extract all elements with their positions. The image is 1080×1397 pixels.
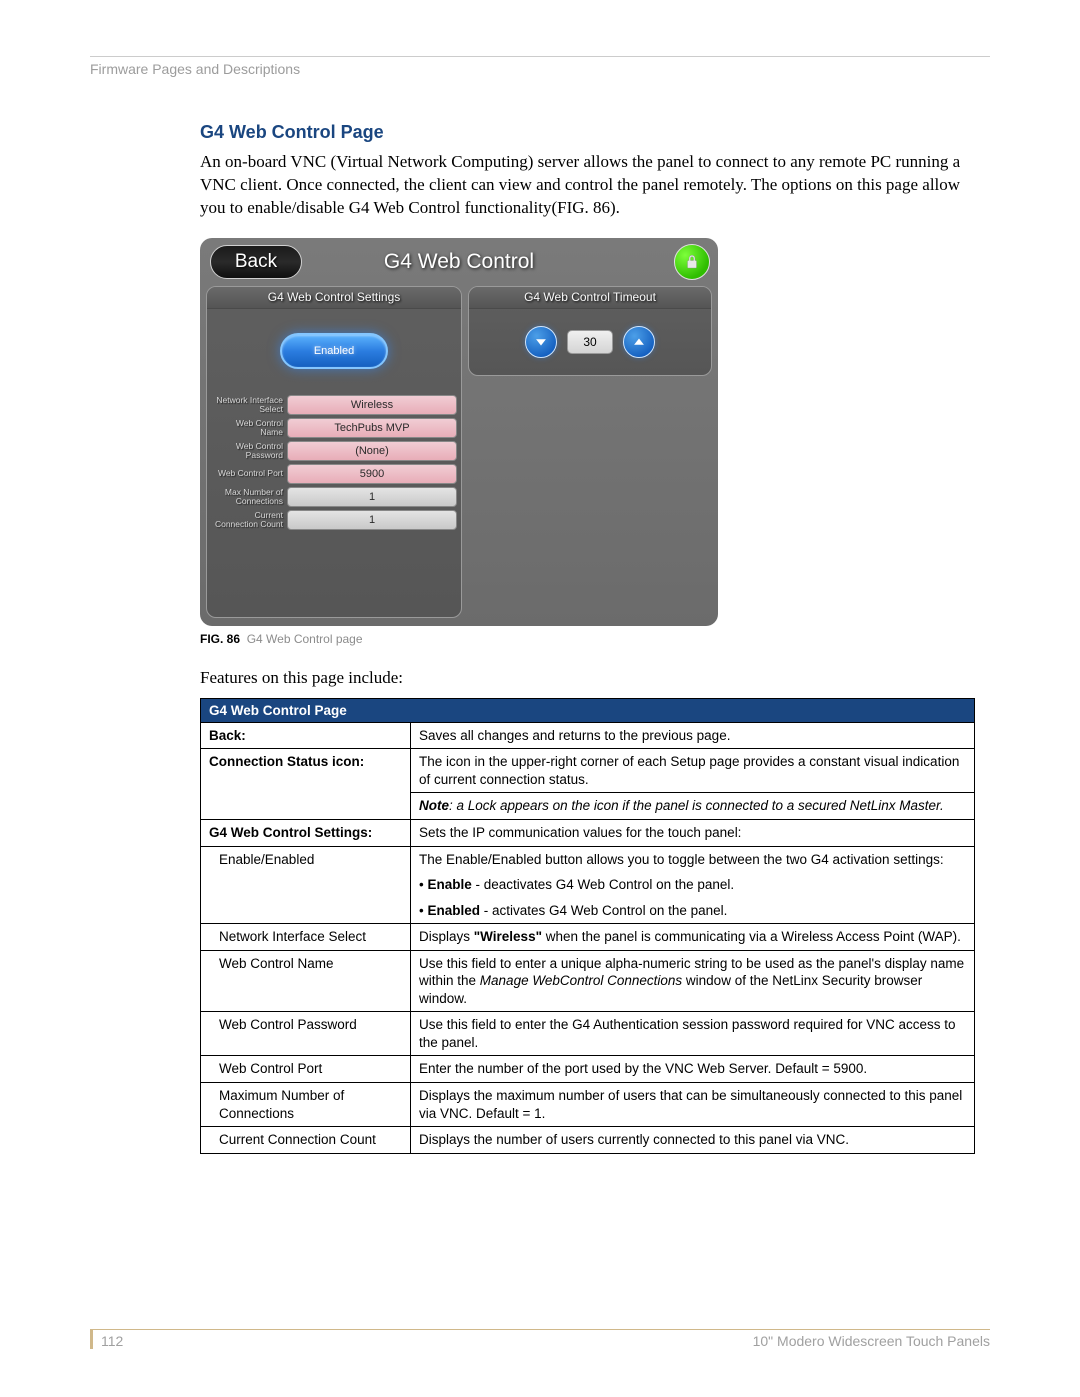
row-label: G4 Web Control Settings:: [201, 820, 411, 847]
enabled-button[interactable]: Enabled: [280, 333, 388, 369]
settings-panel-title: G4 Web Control Settings: [207, 287, 461, 309]
decrease-button[interactable]: [525, 326, 557, 358]
features-table: G4 Web Control Page Back: Saves all chan…: [200, 698, 975, 1154]
row-bullet: • Enabled - activates G4 Web Control on …: [411, 898, 975, 924]
page-footer: 112 10" Modero Widescreen Touch Panels: [90, 1329, 990, 1349]
field-row: Network Interface SelectWireless: [211, 395, 457, 415]
field-label: Max Number of Connections: [211, 488, 283, 506]
row-label: Back:: [201, 722, 411, 749]
field-row: Max Number of Connections1: [211, 487, 457, 507]
field-label: Web Control Password: [211, 442, 283, 460]
row-desc: Displays "Wireless" when the panel is co…: [411, 924, 975, 951]
row-desc: Displays the number of users currently c…: [411, 1127, 975, 1154]
field-row: Web Control Port 5900: [211, 464, 457, 484]
field-value: 1: [287, 487, 457, 507]
row-desc: Sets the IP communication values for the…: [411, 820, 975, 847]
row-desc: Saves all changes and returns to the pre…: [411, 722, 975, 749]
timeout-panel: G4 Web Control Timeout 30: [468, 286, 712, 376]
field-value: 1: [287, 510, 457, 530]
row-sublabel: Network Interface Select: [201, 924, 411, 951]
features-intro: Features on this page include:: [200, 668, 975, 688]
field-value[interactable]: 5900: [287, 464, 457, 484]
screenshot-panel: Back G4 Web Control G4 Web Control Setti…: [200, 238, 718, 626]
row-desc: Enter the number of the port used by the…: [411, 1056, 975, 1083]
increase-button[interactable]: [623, 326, 655, 358]
field-label: Web Control Port: [211, 469, 283, 478]
figure-caption: FIG. 86 G4 Web Control page: [200, 632, 975, 646]
section-header: Firmware Pages and Descriptions: [90, 61, 990, 77]
row-sublabel: Enable/Enabled: [201, 846, 411, 872]
field-label: Network Interface Select: [211, 396, 283, 414]
table-title: G4 Web Control Page: [201, 698, 975, 722]
row-sublabel: Web Control Port: [201, 1056, 411, 1083]
row-note: Note: a Lock appears on the icon if the …: [411, 793, 975, 820]
row-sublabel: Web Control Password: [201, 1012, 411, 1056]
screenshot-title: G4 Web Control: [384, 250, 534, 274]
row-label: Connection Status icon:: [201, 749, 411, 793]
page-number: 112: [101, 1333, 123, 1349]
field-value[interactable]: TechPubs MVP: [287, 418, 457, 438]
row-desc: The icon in the upper-right corner of ea…: [411, 749, 975, 793]
field-row: Web Control NameTechPubs MVP: [211, 418, 457, 438]
lock-icon: [674, 244, 710, 280]
field-label: Web Control Name: [211, 419, 283, 437]
row-sublabel: Maximum Number of Connections: [201, 1083, 411, 1127]
intro-paragraph: An on-board VNC (Virtual Network Computi…: [200, 151, 975, 220]
doc-title: 10" Modero Widescreen Touch Panels: [753, 1333, 990, 1349]
settings-panel: G4 Web Control Settings Enabled Network …: [206, 286, 462, 618]
row-desc: Use this field to enter a unique alpha-n…: [411, 950, 975, 1012]
row-desc: Use this field to enter the G4 Authentic…: [411, 1012, 975, 1056]
field-row: Current Connection Count1: [211, 510, 457, 530]
row-sublabel: Current Connection Count: [201, 1127, 411, 1154]
field-row: Web Control Password(None): [211, 441, 457, 461]
field-label: Current Connection Count: [211, 511, 283, 529]
row-sublabel: Web Control Name: [201, 950, 411, 1012]
timeout-value: 30: [567, 330, 613, 354]
row-bullet: • Enable - deactivates G4 Web Control on…: [411, 872, 975, 898]
row-desc: Displays the maximum number of users tha…: [411, 1083, 975, 1127]
page-title: G4 Web Control Page: [200, 122, 975, 143]
timeout-panel-title: G4 Web Control Timeout: [469, 287, 711, 309]
back-button[interactable]: Back: [210, 245, 302, 279]
field-value[interactable]: Wireless: [287, 395, 457, 415]
row-desc: The Enable/Enabled button allows you to …: [411, 846, 975, 872]
field-value[interactable]: (None): [287, 441, 457, 461]
